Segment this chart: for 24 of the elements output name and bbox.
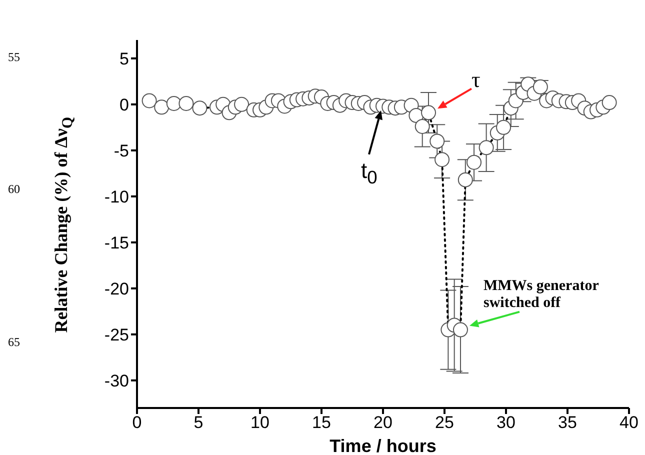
y-tick-label: -10 xyxy=(104,187,129,206)
annotation: t$_{0}$ xyxy=(361,158,378,188)
x-tick-label: 10 xyxy=(250,413,270,432)
x-tick-label: 5 xyxy=(194,413,204,432)
x-tick-label: 30 xyxy=(496,413,516,432)
x-tick-label: 35 xyxy=(558,413,577,432)
y-tick-label: 0 xyxy=(120,95,129,114)
annotation: MMWs generator switched off xyxy=(483,278,600,312)
y-tick-label: -5 xyxy=(114,141,129,160)
y-tick-label: 5 xyxy=(120,49,129,68)
annotation: τ xyxy=(472,66,482,92)
x-tick-label: 15 xyxy=(312,413,331,432)
x-tick-label: 40 xyxy=(620,413,638,432)
x-tick-label: 20 xyxy=(374,413,392,432)
text: 65 xyxy=(8,335,20,350)
y-tick-label: -30 xyxy=(104,371,129,390)
text: 60 xyxy=(8,182,20,197)
y-tick-label: -15 xyxy=(104,233,129,252)
y-tick-label: -25 xyxy=(104,325,129,344)
x-tick-label: 0 xyxy=(132,413,142,432)
text: 55 xyxy=(8,50,20,65)
y-tick-label: -20 xyxy=(104,279,129,298)
x-axis-title: Time / hours xyxy=(328,436,438,455)
x-tick-label: 25 xyxy=(435,413,454,432)
